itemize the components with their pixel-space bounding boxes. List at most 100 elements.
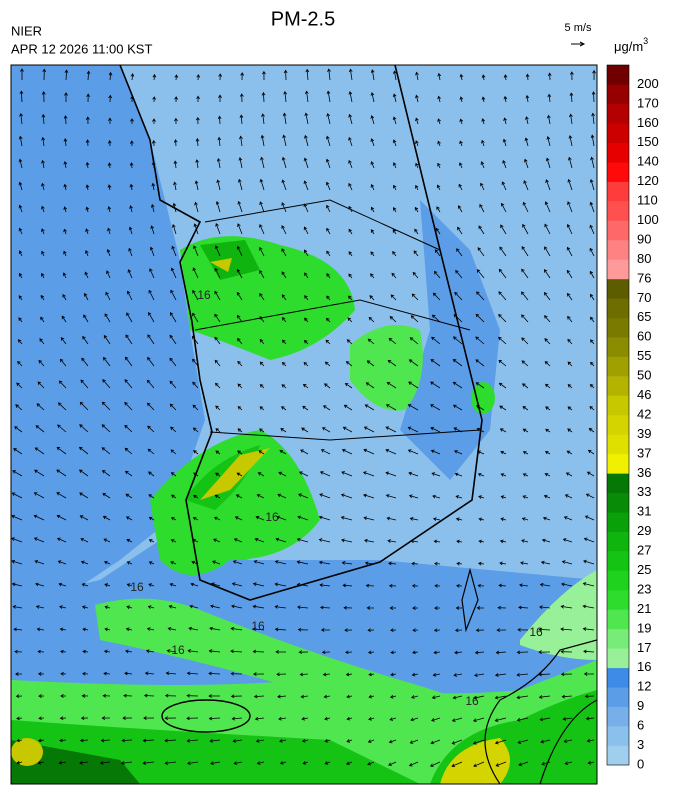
- color-swatch: [607, 609, 629, 630]
- color-swatch: [607, 356, 629, 377]
- color-swatch: [607, 201, 629, 221]
- coastline: [119, 65, 483, 601]
- map-frame: [10, 64, 598, 785]
- colorbar-label: 90: [637, 231, 651, 246]
- colorbar-label: 76: [637, 270, 651, 285]
- colorbar-frame: [606, 64, 630, 766]
- colorbar-label: 19: [637, 620, 651, 635]
- color-swatch: [607, 745, 629, 766]
- colorbar-label: 6: [637, 718, 644, 733]
- island-outline: [461, 567, 479, 633]
- color-swatch: [607, 551, 629, 571]
- colorbar-label: 140: [637, 154, 659, 169]
- colorbar-label: 170: [637, 95, 659, 110]
- color-swatch: [607, 162, 629, 182]
- japan-coastline: [484, 639, 597, 784]
- colorbar-label: 70: [637, 290, 651, 305]
- color-swatch: [607, 473, 629, 494]
- contour-label: 16: [171, 643, 185, 657]
- color-swatch: [607, 648, 629, 669]
- color-swatch: [607, 512, 629, 532]
- colorbar-label: 65: [637, 309, 651, 324]
- colorbar-label: 55: [637, 348, 651, 363]
- colorbar-label: 37: [637, 445, 651, 460]
- color-swatch: [607, 142, 629, 163]
- color-swatch: [607, 220, 629, 241]
- colorbar-label: 21: [637, 601, 651, 616]
- color-swatch: [607, 667, 629, 688]
- color-swatch: [607, 687, 629, 707]
- colorbar-label: 39: [637, 426, 651, 441]
- agency: NIER: [11, 23, 42, 38]
- color-swatch: [607, 434, 629, 455]
- field-yellow: [210, 258, 232, 272]
- colorbar-label: 36: [637, 465, 651, 480]
- color-swatch: [607, 395, 629, 416]
- colorbar-label: 80: [637, 251, 651, 266]
- color-swatch: [607, 259, 629, 280]
- field-blue: [400, 200, 500, 480]
- color-swatch: [607, 376, 629, 396]
- contour-labels: 16 16 16 16 16 16 16: [130, 288, 543, 708]
- field-green: [95, 598, 490, 718]
- contour-label: 16: [197, 288, 211, 302]
- color-swatch: [607, 415, 629, 435]
- wind-arrow: [11, 68, 596, 768]
- color-swatch: [607, 298, 629, 319]
- contour-label: 16: [465, 694, 479, 708]
- colorbar-label: 60: [637, 329, 651, 344]
- color-swatch: [607, 84, 629, 105]
- field-green: [350, 325, 423, 411]
- color-swatch: [607, 65, 629, 85]
- colorbar-label: 160: [637, 115, 659, 130]
- colorbar-label: 42: [637, 406, 651, 421]
- color-swatch: [607, 706, 629, 727]
- colorbar-label: 100: [637, 212, 659, 227]
- map: 16 16 16 16 16 16 16: [11, 65, 597, 784]
- contour-label: 16: [265, 510, 279, 524]
- colorbar-label: 46: [637, 387, 651, 402]
- color-swatch: [607, 590, 629, 610]
- color-swatch: [607, 492, 629, 513]
- colorbar-label: 31: [637, 504, 651, 519]
- unit-exponent: 3: [643, 36, 648, 46]
- field-blue: [11, 65, 205, 610]
- province-border: [194, 199, 481, 441]
- colorbar-label: 0: [637, 756, 644, 771]
- colorbar-label: 9: [637, 698, 644, 713]
- color-swatch: [607, 628, 629, 649]
- colorbar-label: 29: [637, 523, 651, 538]
- colorbar-label: 50: [637, 368, 651, 383]
- colorbar-label: 16: [637, 659, 651, 674]
- colorbar-label: 12: [637, 679, 651, 694]
- color-swatch: [607, 278, 629, 299]
- colorbar-label: 17: [637, 640, 651, 655]
- colorbar-label: 3: [637, 737, 644, 752]
- jeju-outline: [161, 699, 251, 733]
- colorbar-label: 120: [637, 173, 659, 188]
- title: PM-2.5: [271, 8, 335, 30]
- color-swatch: [607, 570, 629, 591]
- field-green: [520, 570, 597, 660]
- contour-label: 16: [529, 625, 543, 639]
- color-swatch: [607, 317, 629, 338]
- colorbar-label: 23: [637, 581, 651, 596]
- colorbar-label: 110: [637, 193, 658, 208]
- color-swatch: [607, 531, 629, 552]
- wind-scale-arrow: [571, 41, 586, 47]
- color-swatch: [607, 453, 629, 474]
- contour-label: 16: [130, 580, 144, 594]
- colorbar-label: 33: [637, 484, 651, 499]
- colorbar-label: 25: [637, 562, 651, 577]
- field-yellow: [200, 448, 270, 500]
- color-swatch: [607, 726, 629, 746]
- color-swatch: [607, 337, 629, 357]
- colorbar-label: 27: [637, 543, 651, 558]
- color-swatch: [607, 240, 629, 260]
- unit-base: μg/m: [614, 39, 643, 54]
- color-swatch: [607, 123, 629, 144]
- field-yellow: [11, 738, 43, 766]
- color-swatch: [607, 103, 629, 124]
